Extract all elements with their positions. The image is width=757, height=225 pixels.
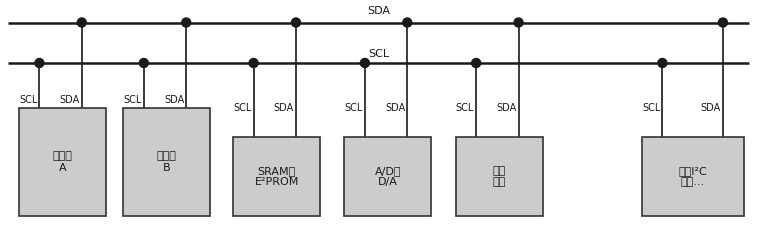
Text: SDA: SDA xyxy=(274,103,294,112)
Text: SDA: SDA xyxy=(385,103,405,112)
Circle shape xyxy=(472,58,481,68)
Text: SDA: SDA xyxy=(701,103,721,112)
Circle shape xyxy=(77,18,86,27)
Text: SDA: SDA xyxy=(164,95,184,105)
Text: 日历
时钟: 日历 时钟 xyxy=(493,166,506,187)
Text: A/D或
D/A: A/D或 D/A xyxy=(375,166,401,187)
Bar xyxy=(233,137,320,216)
Circle shape xyxy=(658,58,667,68)
Text: SRAM或
E²PROM: SRAM或 E²PROM xyxy=(254,166,299,187)
Text: SDA: SDA xyxy=(497,103,516,112)
Circle shape xyxy=(35,58,44,68)
Circle shape xyxy=(182,18,191,27)
Circle shape xyxy=(403,18,412,27)
Text: SCL: SCL xyxy=(344,103,363,112)
Text: SCL: SCL xyxy=(456,103,474,112)
Bar xyxy=(123,108,210,216)
Circle shape xyxy=(514,18,523,27)
Bar xyxy=(344,137,431,216)
Circle shape xyxy=(291,18,301,27)
Text: 单片机
A: 单片机 A xyxy=(52,151,73,173)
Bar xyxy=(642,137,744,216)
Text: SDA: SDA xyxy=(60,95,79,105)
Text: SCL: SCL xyxy=(642,103,660,112)
Circle shape xyxy=(718,18,727,27)
Circle shape xyxy=(249,58,258,68)
Text: SCL: SCL xyxy=(123,95,142,105)
Bar xyxy=(19,108,106,216)
Circle shape xyxy=(360,58,369,68)
Text: SDA: SDA xyxy=(367,5,390,16)
Text: 其它I²C
设备...: 其它I²C 设备... xyxy=(679,166,707,187)
Text: SCL: SCL xyxy=(233,103,251,112)
Text: SCL: SCL xyxy=(19,95,37,105)
Text: SCL: SCL xyxy=(368,49,389,59)
Text: 单片机
B: 单片机 B xyxy=(157,151,177,173)
Bar xyxy=(456,137,543,216)
Circle shape xyxy=(139,58,148,68)
